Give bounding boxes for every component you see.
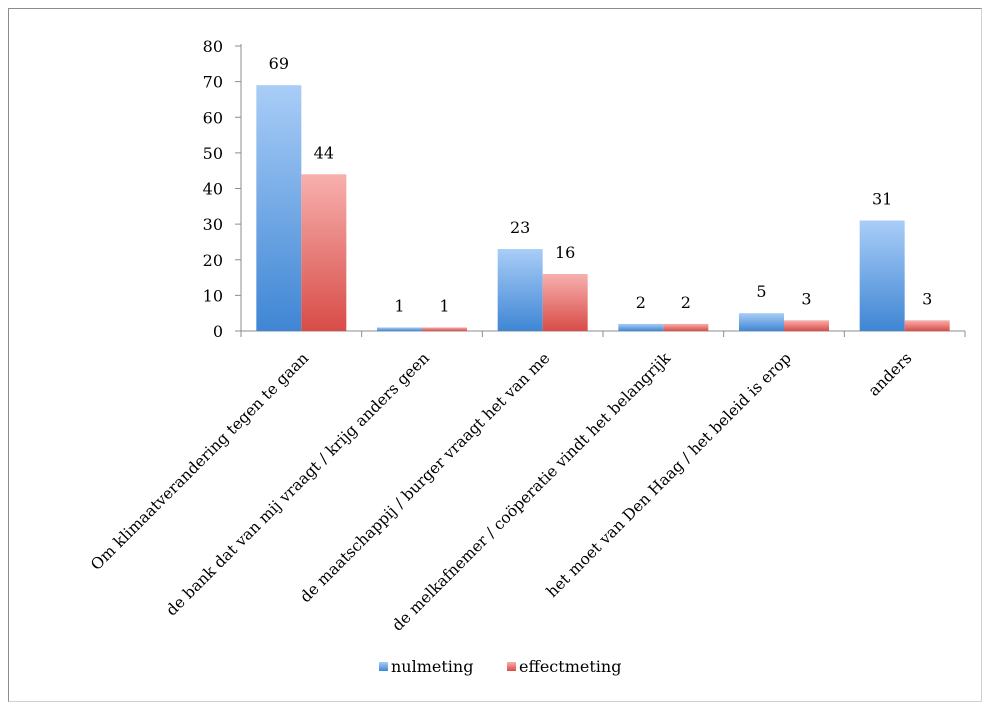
- bar-nulmeting: [739, 313, 784, 331]
- legend-swatch-effectmeting: [507, 662, 516, 671]
- data-label-nulmeting: 5: [756, 282, 766, 301]
- bar-effectmeting: [301, 174, 347, 331]
- bars: [256, 85, 950, 331]
- x-category-label: Om klimaatverandering tegen te gaan: [87, 349, 312, 574]
- y-tick-label: 0: [213, 322, 223, 341]
- x-category-label: anders: [865, 349, 916, 400]
- x-category-label: de maatschappij / burger vraagt het van …: [296, 349, 553, 606]
- y-tick-label: 10: [203, 286, 223, 305]
- y-tick-label: 40: [203, 180, 223, 199]
- data-label-nulmeting: 31: [872, 190, 892, 209]
- y-tick-label: 80: [203, 37, 223, 56]
- y-tick-label: 60: [203, 108, 223, 127]
- legend-label-effectmeting: effectmeting: [519, 657, 621, 676]
- data-label-effectmeting: 3: [801, 289, 811, 308]
- y-tick-label: 50: [203, 144, 223, 163]
- y-tick-label: 30: [203, 215, 223, 234]
- y-tick-label: 20: [203, 251, 223, 270]
- bar-effectmeting: [663, 323, 709, 331]
- data-label-effectmeting: 3: [922, 289, 932, 308]
- legend-swatch-nulmeting: [379, 662, 388, 671]
- bar-effectmeting: [542, 274, 588, 331]
- data-label-effectmeting: 1: [439, 296, 449, 315]
- data-label-nulmeting: 23: [510, 218, 530, 237]
- legend: nulmeting effectmeting: [379, 657, 621, 676]
- data-label-nulmeting: 69: [269, 54, 289, 73]
- legend-label-nulmeting: nulmeting: [391, 657, 473, 676]
- data-labels: 69 44 1 1 23 16 2 2 5 3 31 3: [269, 54, 933, 315]
- bar-nulmeting: [859, 220, 905, 331]
- bar-effectmeting: [904, 320, 950, 331]
- data-label-effectmeting: 44: [314, 143, 334, 162]
- bar-effectmeting: [784, 320, 829, 331]
- x-axis: [240, 330, 966, 337]
- y-tick-label: 70: [203, 73, 223, 92]
- data-label-effectmeting: 16: [555, 243, 575, 262]
- x-category-label: de bank dat van mij vraagt / krijg ander…: [163, 349, 433, 619]
- x-category-label: het moet van Den Haag / het beleid is er…: [543, 349, 795, 601]
- bar-nulmeting: [618, 323, 664, 331]
- data-label-nulmeting: 1: [394, 296, 404, 315]
- data-label-effectmeting: 2: [681, 293, 691, 312]
- chart-frame: [8, 8, 982, 702]
- bar-effectmeting: [422, 327, 467, 331]
- y-axis: 0 10 20 30 40 50 60 70 80: [203, 37, 242, 341]
- bar-nulmeting: [497, 249, 543, 331]
- bar-nulmeting: [256, 85, 302, 331]
- data-label-nulmeting: 2: [636, 293, 646, 312]
- bar-nulmeting: [377, 327, 422, 331]
- x-category-label: de melkafnemer / coöperatie vindt het be…: [389, 349, 675, 635]
